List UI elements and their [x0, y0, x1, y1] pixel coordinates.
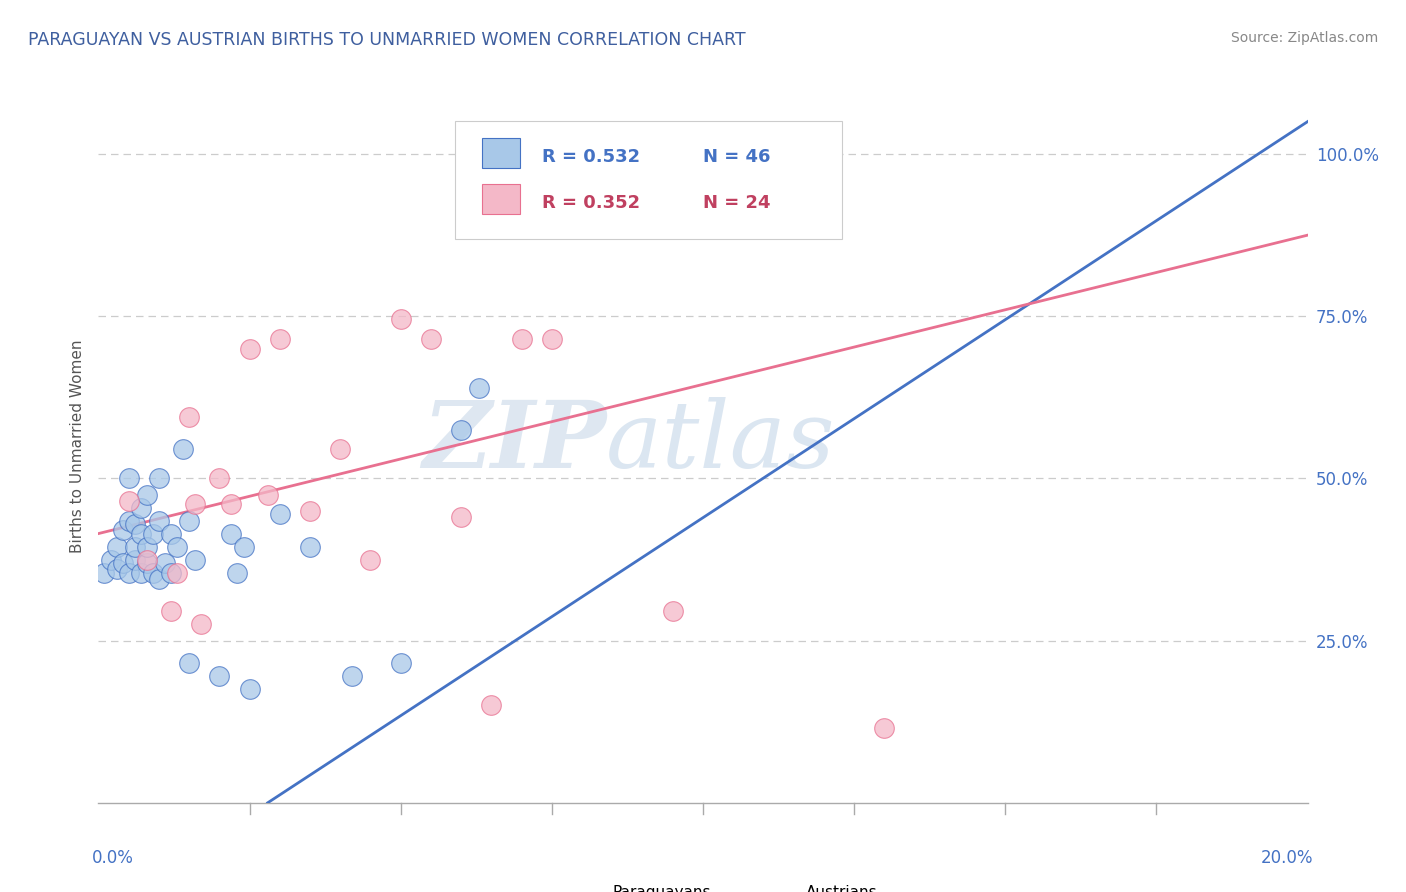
Point	[184, 497, 207, 511]
Point	[256, 488, 278, 502]
Point	[269, 507, 291, 521]
FancyBboxPatch shape	[482, 185, 520, 214]
Point	[360, 552, 382, 566]
Point	[160, 566, 183, 580]
Point	[160, 526, 183, 541]
Text: ZIP: ZIP	[422, 398, 606, 487]
Point	[93, 566, 115, 580]
Point	[118, 494, 141, 508]
Point	[142, 566, 165, 580]
Point	[190, 617, 212, 632]
Point	[166, 540, 188, 554]
FancyBboxPatch shape	[456, 121, 842, 239]
Text: Source: ZipAtlas.com: Source: ZipAtlas.com	[1230, 31, 1378, 45]
Point	[124, 540, 146, 554]
Text: 0.0%: 0.0%	[93, 849, 134, 867]
Point	[208, 471, 231, 485]
Point	[450, 423, 472, 437]
Text: 20.0%: 20.0%	[1261, 849, 1313, 867]
Point	[389, 312, 412, 326]
Point	[269, 332, 291, 346]
Point	[105, 562, 128, 576]
Point	[873, 721, 896, 735]
Text: R = 0.532: R = 0.532	[543, 148, 640, 167]
Point	[172, 442, 194, 457]
Point	[540, 332, 562, 346]
Point	[529, 176, 551, 190]
Text: Paraguayans: Paraguayans	[612, 885, 711, 892]
Point	[142, 526, 165, 541]
Point	[148, 572, 170, 586]
Text: PARAGUAYAN VS AUSTRIAN BIRTHS TO UNMARRIED WOMEN CORRELATION CHART: PARAGUAYAN VS AUSTRIAN BIRTHS TO UNMARRI…	[28, 31, 745, 49]
Point	[148, 514, 170, 528]
Point	[226, 566, 249, 580]
Point	[299, 540, 322, 554]
Point	[105, 540, 128, 554]
Point	[111, 556, 134, 570]
Point	[129, 566, 152, 580]
Point	[100, 552, 122, 566]
Point	[177, 657, 201, 671]
Point	[184, 552, 207, 566]
FancyBboxPatch shape	[576, 871, 603, 892]
Point	[389, 657, 412, 671]
Point	[221, 497, 243, 511]
Point	[329, 442, 352, 457]
Point	[177, 409, 201, 424]
Point	[679, 176, 702, 190]
Point	[166, 566, 188, 580]
Point	[631, 173, 654, 187]
Point	[118, 514, 141, 528]
Point	[135, 556, 157, 570]
Text: R = 0.352: R = 0.352	[543, 194, 640, 212]
FancyBboxPatch shape	[482, 138, 520, 168]
Point	[510, 332, 533, 346]
Point	[765, 174, 787, 188]
Text: Austrians: Austrians	[806, 885, 877, 892]
Point	[135, 540, 157, 554]
Point	[118, 471, 141, 485]
Point	[450, 510, 472, 524]
Point	[118, 566, 141, 580]
Point	[208, 669, 231, 683]
Point	[232, 540, 254, 554]
FancyBboxPatch shape	[769, 871, 796, 892]
Y-axis label: Births to Unmarried Women: Births to Unmarried Women	[69, 339, 84, 553]
Point	[148, 471, 170, 485]
Point	[661, 604, 683, 618]
Point	[153, 556, 176, 570]
Point	[239, 682, 262, 697]
Point	[468, 381, 491, 395]
Point	[177, 514, 201, 528]
Point	[481, 698, 503, 713]
Point	[129, 526, 152, 541]
Point	[111, 524, 134, 538]
Point	[135, 488, 157, 502]
Point	[583, 173, 606, 187]
Point	[419, 332, 441, 346]
Point	[129, 500, 152, 515]
Text: N = 46: N = 46	[703, 148, 770, 167]
Point	[124, 552, 146, 566]
Text: atlas: atlas	[606, 398, 835, 487]
Point	[239, 342, 262, 356]
Point	[299, 504, 322, 518]
Point	[221, 526, 243, 541]
Point	[135, 552, 157, 566]
Point	[160, 604, 183, 618]
Text: N = 24: N = 24	[703, 194, 770, 212]
Point	[342, 669, 364, 683]
Point	[124, 516, 146, 531]
